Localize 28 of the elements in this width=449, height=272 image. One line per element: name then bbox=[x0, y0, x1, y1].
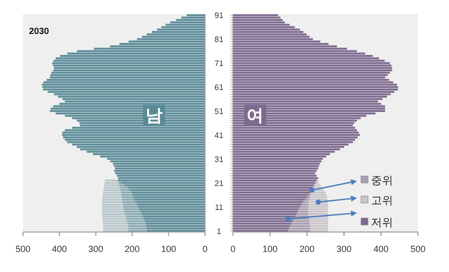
y-tick-label: 51 bbox=[214, 107, 224, 116]
x-tick-label: 400 bbox=[52, 244, 67, 254]
y-tick-label: 41 bbox=[214, 130, 224, 140]
x-tick-label: 0 bbox=[230, 244, 236, 254]
y-tick-label: 1 bbox=[216, 226, 222, 236]
y-tick-label: 71 bbox=[214, 59, 224, 68]
x-tick-label: 100 bbox=[161, 244, 176, 254]
y-tick-label: 31 bbox=[214, 154, 224, 164]
y-tick-label: 61 bbox=[214, 83, 224, 92]
x-tick-label: 100 bbox=[262, 244, 278, 254]
text: 2030 bbox=[29, 26, 50, 36]
y-tick-label: 11 bbox=[214, 202, 224, 212]
x-tick-label: 0 bbox=[202, 244, 208, 254]
x-tick-label: 300 bbox=[88, 244, 104, 254]
y-tick-label: 21 bbox=[214, 178, 224, 188]
y-tick-label: 81 bbox=[214, 35, 224, 44]
annotation: 남 bbox=[146, 106, 163, 125]
x-tick-label: 400 bbox=[373, 244, 389, 254]
legend-label: 저위 bbox=[371, 217, 393, 229]
x-tick-label: 500 bbox=[15, 244, 31, 254]
annotation: 여 bbox=[246, 106, 264, 125]
y-tick-label: 91 bbox=[214, 11, 224, 20]
x-tick-label: 200 bbox=[124, 244, 140, 254]
legend-label: 고위 bbox=[371, 195, 393, 207]
x-tick-label: 200 bbox=[299, 244, 315, 254]
x-tick-label: 300 bbox=[336, 244, 352, 254]
legend-label: 중위 bbox=[371, 175, 393, 187]
x-tick-label: 500 bbox=[410, 244, 426, 254]
